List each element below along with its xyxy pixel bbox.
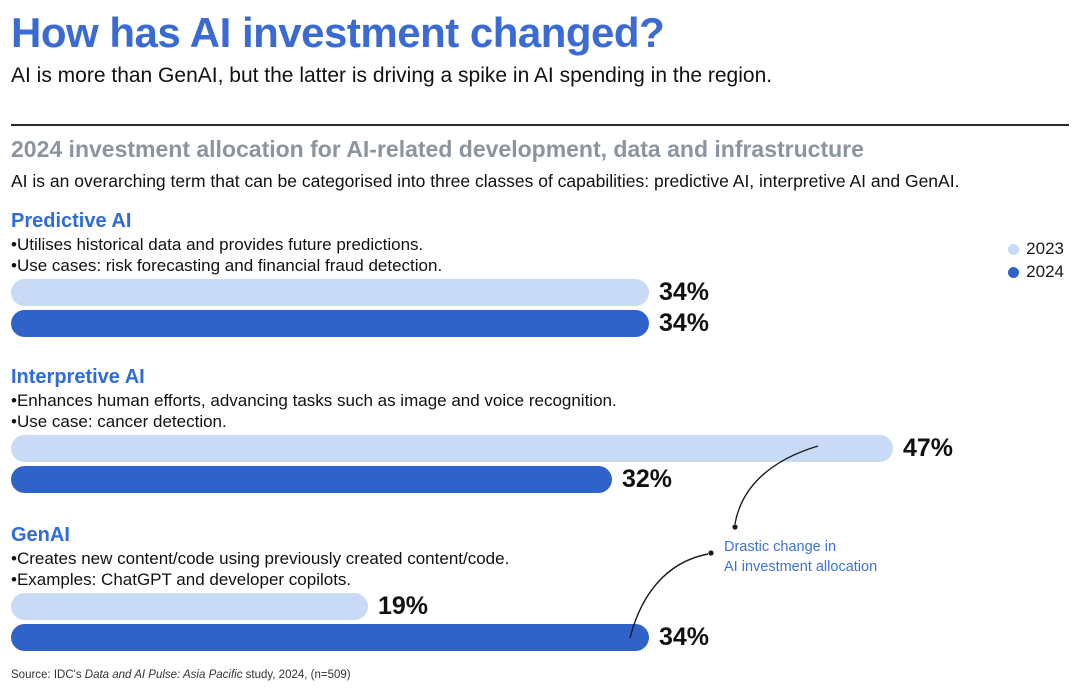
bar-value-label: 34% [659, 623, 710, 651]
bar-value-label: 34% [659, 309, 710, 337]
legend: 2023 2024 [1008, 239, 1064, 282]
bar-row: 32% [11, 465, 1069, 493]
divider-line [11, 124, 1069, 126]
bullet-item: Utilises historical data and provides fu… [11, 234, 1069, 255]
chart-description: AI is an overarching term that can be ca… [11, 171, 960, 191]
bullet-list: Enhances human efforts, advancing tasks … [11, 390, 1069, 432]
legend-dot-2024-icon [1008, 266, 1020, 278]
source-suffix: study, 2024, (n=509) [242, 669, 351, 681]
source-study-name: Data and AI Pulse: Asia Pacific [84, 669, 243, 681]
bullet-item: Use case: cancer detection. [11, 411, 1069, 432]
section-heading-interpretive: Interpretive AI [11, 366, 145, 388]
annotation-line: AI investment allocation [724, 559, 878, 575]
section-predictive-ai: Predictive AI Utilises historical data a… [11, 210, 1069, 337]
annotation-drastic-change: Drastic change in AI investment allocati… [724, 537, 877, 577]
annotation-line: Drastic change in [724, 539, 837, 555]
page-subtitle: AI is more than GenAI, but the latter is… [11, 64, 773, 87]
bar-value-label: 19% [378, 592, 429, 620]
bar-2023-interpretive [11, 435, 893, 462]
bar-row: 34% [11, 623, 1069, 651]
bar-2023-genai [11, 593, 368, 620]
bar-value-label: 34% [659, 278, 710, 306]
legend-label: 2023 [1026, 239, 1064, 258]
section-interpretive-ai: Interpretive AI Enhances human efforts, … [11, 366, 1069, 493]
bar-2024-interpretive [11, 466, 612, 493]
legend-dot-2023-icon [1008, 243, 1020, 255]
bar-group: 47% 32% [11, 434, 1069, 493]
section-genai: GenAI Creates new content/code using pre… [11, 524, 1069, 651]
section-heading-genai: GenAI [11, 524, 70, 546]
bar-row: 34% [11, 309, 1069, 337]
bullet-item: Enhances human efforts, advancing tasks … [11, 390, 1069, 411]
bar-row: 47% [11, 434, 1069, 462]
chart-heading: 2024 investment allocation for AI-relate… [11, 136, 864, 162]
bar-value-label: 47% [903, 434, 954, 462]
bar-row: 19% [11, 592, 1069, 620]
legend-label: 2024 [1026, 262, 1064, 281]
bullet-item: Creates new content/code using previousl… [11, 548, 1069, 569]
bullet-list: Utilises historical data and provides fu… [11, 234, 1069, 276]
page-title: How has AI investment changed? [11, 9, 665, 56]
bar-2024-genai [11, 624, 649, 651]
source-prefix: Source: IDC's [11, 669, 85, 681]
source-note: Source: IDC's Data and AI Pulse: Asia Pa… [11, 669, 351, 681]
bar-2023-predictive [11, 279, 649, 306]
bar-row: 34% [11, 278, 1069, 306]
bullet-list: Creates new content/code using previousl… [11, 548, 1069, 590]
bullet-item: Examples: ChatGPT and developer copilots… [11, 569, 1069, 590]
legend-item-2023: 2023 [1008, 239, 1064, 259]
bar-2024-predictive [11, 310, 649, 337]
section-heading-predictive: Predictive AI [11, 210, 132, 232]
bar-group: 19% 34% [11, 592, 1069, 651]
bar-group: 34% 34% [11, 278, 1069, 337]
bar-value-label: 32% [622, 465, 673, 493]
legend-item-2024: 2024 [1008, 262, 1064, 282]
bullet-item: Use cases: risk forecasting and financia… [11, 255, 1069, 276]
